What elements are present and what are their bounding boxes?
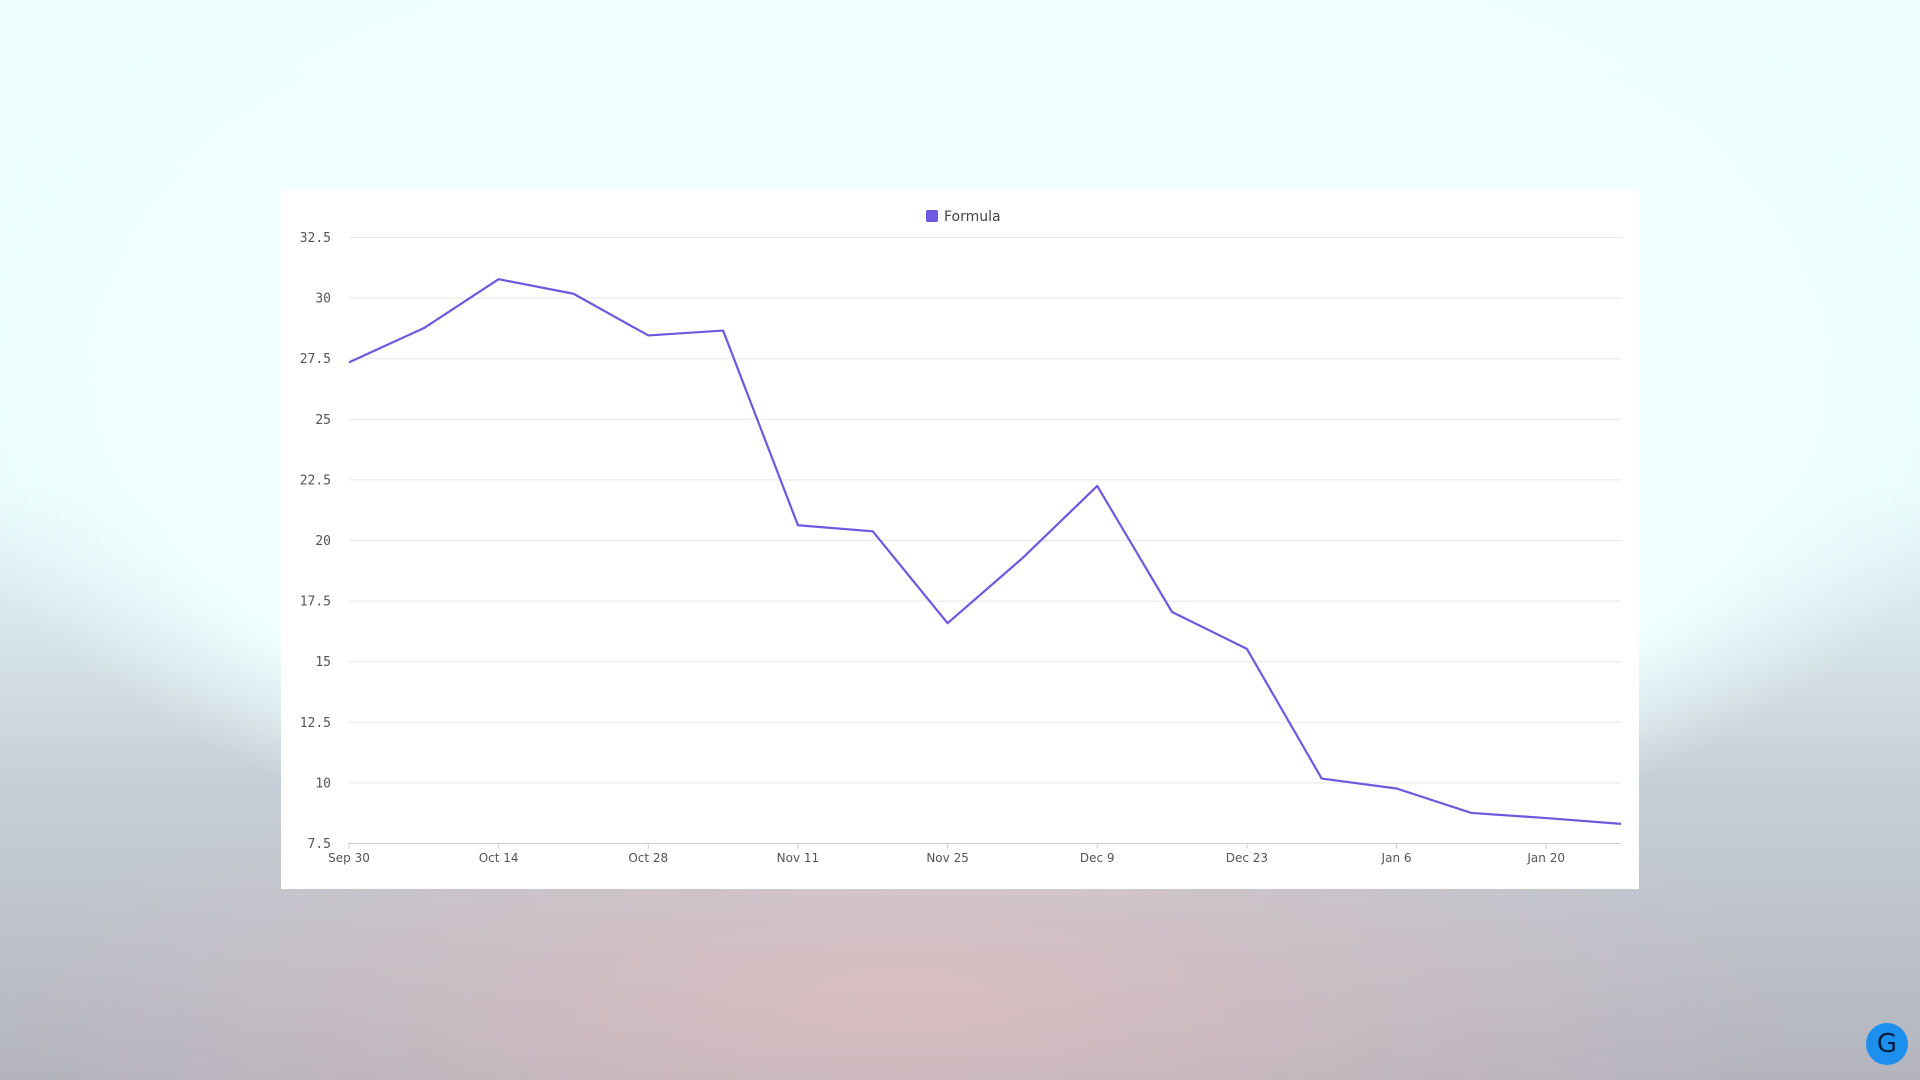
y-tick-label: 10 [315,776,331,791]
x-tick-label: Nov 11 [777,851,820,865]
y-tick-label: 12.5 [300,716,331,731]
y-tick-label: 25 [315,413,331,428]
x-tick-label: Oct 28 [628,851,668,865]
x-tick-label: Oct 14 [479,851,519,865]
y-tick-label: 27.5 [300,352,331,367]
assistant-button[interactable]: G [1866,1023,1908,1065]
x-tick-label: Dec 9 [1080,851,1115,865]
legend-label: Formula [944,209,1001,225]
y-tick-label: 30 [315,292,331,307]
y-tick-label: 20 [315,534,331,549]
x-tick-label: Jan 6 [1381,851,1412,865]
x-tick-label: Jan 20 [1526,851,1565,865]
y-tick-label: 22.5 [300,473,331,488]
y-tick-label: 15 [315,655,331,670]
y-tick-label: 17.5 [300,595,331,610]
y-tick-label: 7.5 [308,837,331,852]
x-tick-label: Nov 25 [926,851,969,865]
line-series [348,278,1622,825]
chart: 7.5 10 12.5 15 17.5 20 22.5 25 27.5 30 32.5 Sep 30 O… [300,209,1622,865]
y-tick-label: 32.5 [300,231,331,246]
x-tick-label: Sep 30 [328,851,370,865]
x-tick-label: Dec 23 [1226,851,1268,865]
legend-swatch [926,210,938,222]
chart-card: 7.5 10 12.5 15 17.5 20 22.5 25 27.5 30 32.5 Sep 30 O… [281,190,1639,889]
